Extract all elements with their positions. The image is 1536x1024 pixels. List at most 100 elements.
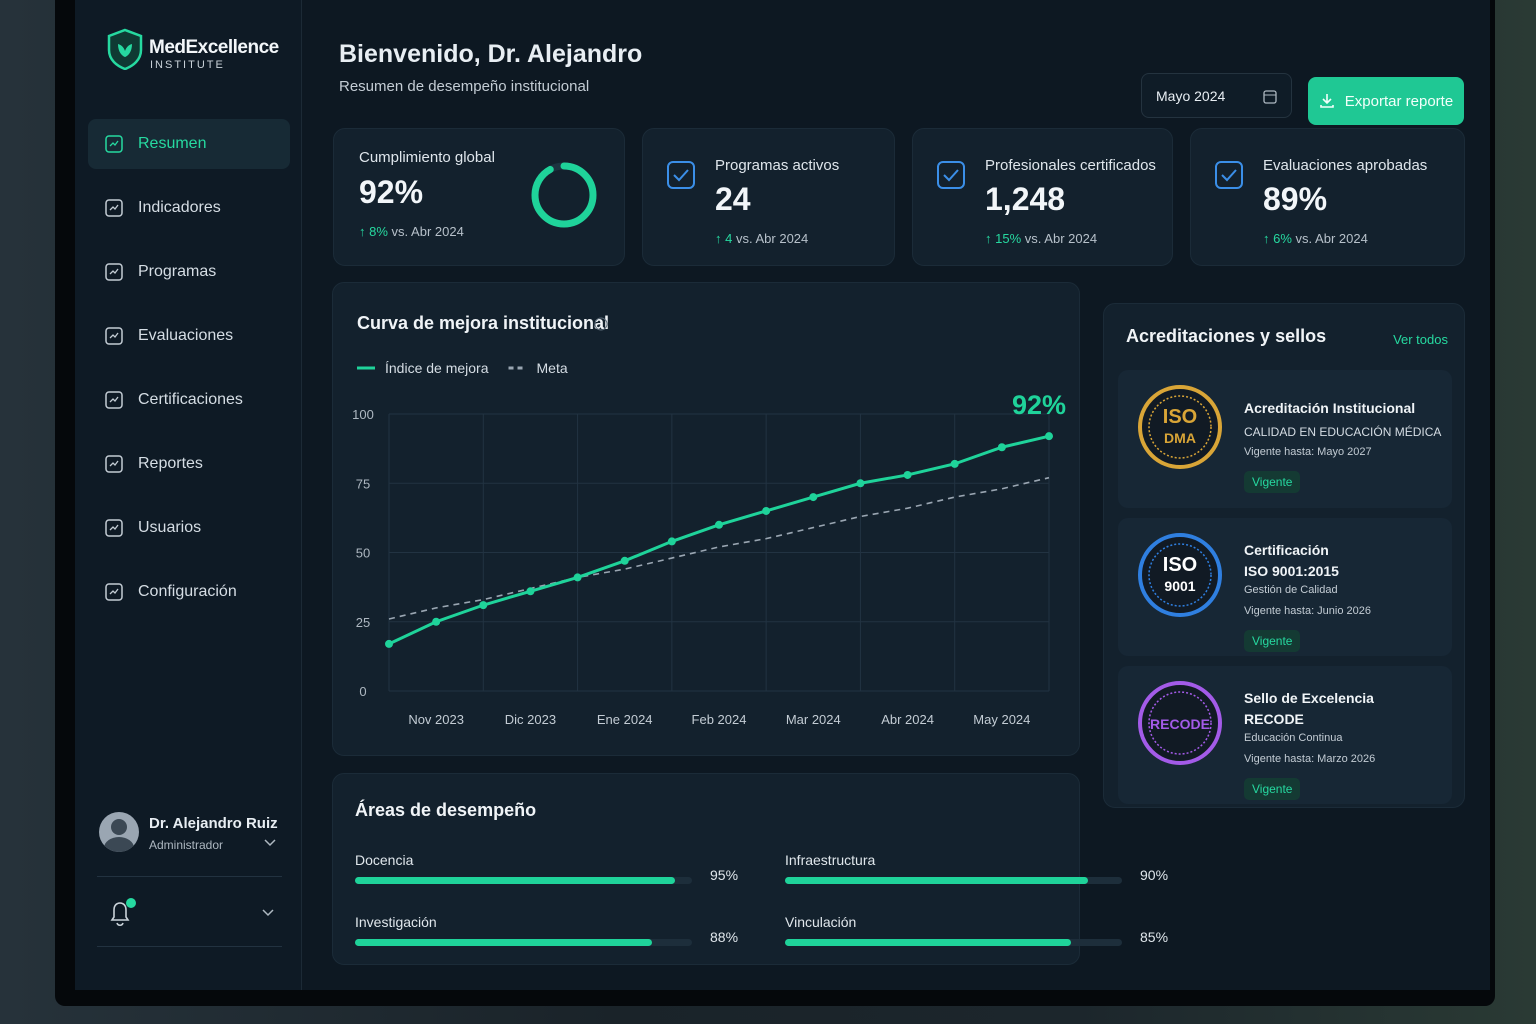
nav-icon <box>105 263 123 281</box>
kpi-card: Cumplimiento global 92% ↑ 8% vs. Abr 2024 <box>333 128 625 266</box>
export-button[interactable]: Exportar reporte <box>1308 77 1464 125</box>
badge-text: ISO <box>1163 406 1197 428</box>
divider <box>97 876 282 877</box>
kpi-label: Evaluaciones aprobadas <box>1263 157 1428 174</box>
kpi-delta: ↑ 6% vs. Abr 2024 <box>1263 231 1368 246</box>
icon-shape <box>105 135 123 153</box>
user-name: Dr. Alejandro Ruiz <box>149 815 278 832</box>
status-pill: Vigente <box>1244 630 1301 652</box>
data-point <box>856 479 865 488</box>
kpi-value: 92% <box>359 174 424 210</box>
divider <box>97 946 282 947</box>
brand-logo <box>107 28 143 70</box>
period-selector[interactable]: Mayo 2024 <box>1141 73 1292 118</box>
y-tick-label: 100 <box>352 407 374 422</box>
period-label: Mayo 2024 <box>1156 87 1226 104</box>
data-point <box>526 587 535 596</box>
kpi-compare: vs. Abr 2024 <box>1295 231 1368 246</box>
kpi-delta: ↑ 15% vs. Abr 2024 <box>985 231 1097 246</box>
icon-shape <box>109 268 119 275</box>
legend-label: Índice de mejora <box>385 360 489 376</box>
area-bar <box>355 939 652 946</box>
icon-shape <box>673 169 689 182</box>
kpi-label: Profesionales certificados <box>985 157 1156 174</box>
icon-shape <box>109 588 119 595</box>
chart-card: Curva de mejora institucional Índice de m… <box>332 282 1080 756</box>
kpi-value: 89% <box>1263 181 1328 217</box>
nav-item[interactable]: Reportes <box>88 439 290 489</box>
y-tick-label: 50 <box>356 546 370 561</box>
accreditation-subtitle: RECODE <box>1244 711 1304 727</box>
icon-shape <box>105 519 123 537</box>
kpi-icon <box>1215 161 1243 189</box>
user-menu-chevron[interactable] <box>263 838 277 848</box>
kpi-label: Cumplimiento global <box>359 149 495 166</box>
nav-item[interactable]: Certificaciones <box>88 375 290 425</box>
icon-shape <box>1215 161 1243 189</box>
accreditation-item[interactable]: ISO DMA Acreditación Institucional CALIDAD … <box>1118 370 1452 508</box>
accreditation-item[interactable]: ISO 9001 Certificación ISO 9001:2015 Gestión… <box>1118 518 1452 656</box>
brand-name: MedExcellence <box>149 37 279 58</box>
x-tick-label: Abr 2024 <box>881 712 934 727</box>
kpi-delta-value: ↑ 15% <box>985 231 1022 246</box>
area-bar <box>355 877 676 884</box>
badge-text: 9001 <box>1164 578 1195 594</box>
accreditation-subtitle: CALIDAD EN EDUCACIÓN MÉDICA <box>1244 425 1442 439</box>
notifications-bell[interactable] <box>107 896 137 930</box>
kpi-icon <box>667 161 695 189</box>
nav-item[interactable]: Configuración <box>88 567 290 617</box>
nav-item[interactable]: Programas <box>88 247 290 297</box>
ring-value <box>531 162 597 228</box>
y-tick-label: 0 <box>359 684 366 699</box>
area-value: 90% <box>1140 867 1169 883</box>
badge-ring <box>1138 385 1222 469</box>
icon-shape <box>105 263 123 281</box>
data-point <box>997 443 1006 452</box>
area-track <box>785 939 1122 946</box>
icon-shape <box>109 460 119 467</box>
sidebar: MedExcellence INSTITUTE Resumen Indicador… <box>75 0 302 990</box>
data-point <box>715 520 723 529</box>
data-point <box>762 506 771 515</box>
kpi-card: Programas activos 24 ↑ 4 vs. Abr 2024 <box>642 128 895 266</box>
nav-item[interactable]: Evaluaciones <box>88 311 290 361</box>
badge: RECODE <box>1138 681 1222 765</box>
icon-shape <box>937 161 965 189</box>
icon-shape <box>109 396 119 403</box>
data-point <box>385 639 393 648</box>
kpi-ring <box>531 162 597 228</box>
data-point <box>667 537 676 546</box>
data-point <box>620 556 629 565</box>
accreditations-card: Acreditaciones y sellos Ver todos ISO DMA… <box>1103 303 1465 808</box>
notifications-chevron[interactable] <box>261 908 275 918</box>
nav-item[interactable]: Usuarios <box>88 503 290 553</box>
nav-icon <box>105 135 123 153</box>
x-tick-label: May 2024 <box>973 712 1030 727</box>
series-line <box>388 434 1050 646</box>
nav-icon <box>105 327 123 345</box>
legend-label: Meta <box>537 360 568 376</box>
nav-label: Resumen <box>138 135 207 152</box>
data-point <box>432 617 441 626</box>
export-label: Exportar reporte <box>1344 92 1454 110</box>
y-tick-label: 25 <box>356 615 370 630</box>
nav-item[interactable]: Indicadores <box>88 183 290 233</box>
accreditation-valid: Vigente hasta: Junio 2026 <box>1244 605 1372 617</box>
chart-title: Curva de mejora institucional <box>357 313 609 333</box>
chart-annotation: 92% <box>1012 390 1066 420</box>
accreditation-title: Acreditación Institucional <box>1244 400 1416 416</box>
accreditation-subtitle: ISO 9001:2015 <box>1244 563 1339 579</box>
nav-item[interactable]: Resumen <box>88 119 290 169</box>
nav-icon <box>105 391 123 409</box>
data-point <box>903 470 912 479</box>
area-track <box>355 877 692 884</box>
icon-shape <box>109 524 119 531</box>
kpi-delta: ↑ 8% vs. Abr 2024 <box>359 224 464 239</box>
view-all-link[interactable]: Ver todos <box>1393 332 1448 347</box>
kpi-value: 24 <box>715 181 751 217</box>
accreditation-item[interactable]: RECODE Sello de Excelencia RECODE Educación… <box>1118 666 1452 804</box>
area-label: Infraestructura <box>785 852 876 868</box>
nav-label: Certificaciones <box>138 391 243 408</box>
kpi-compare: vs. Abr 2024 <box>1024 231 1098 246</box>
